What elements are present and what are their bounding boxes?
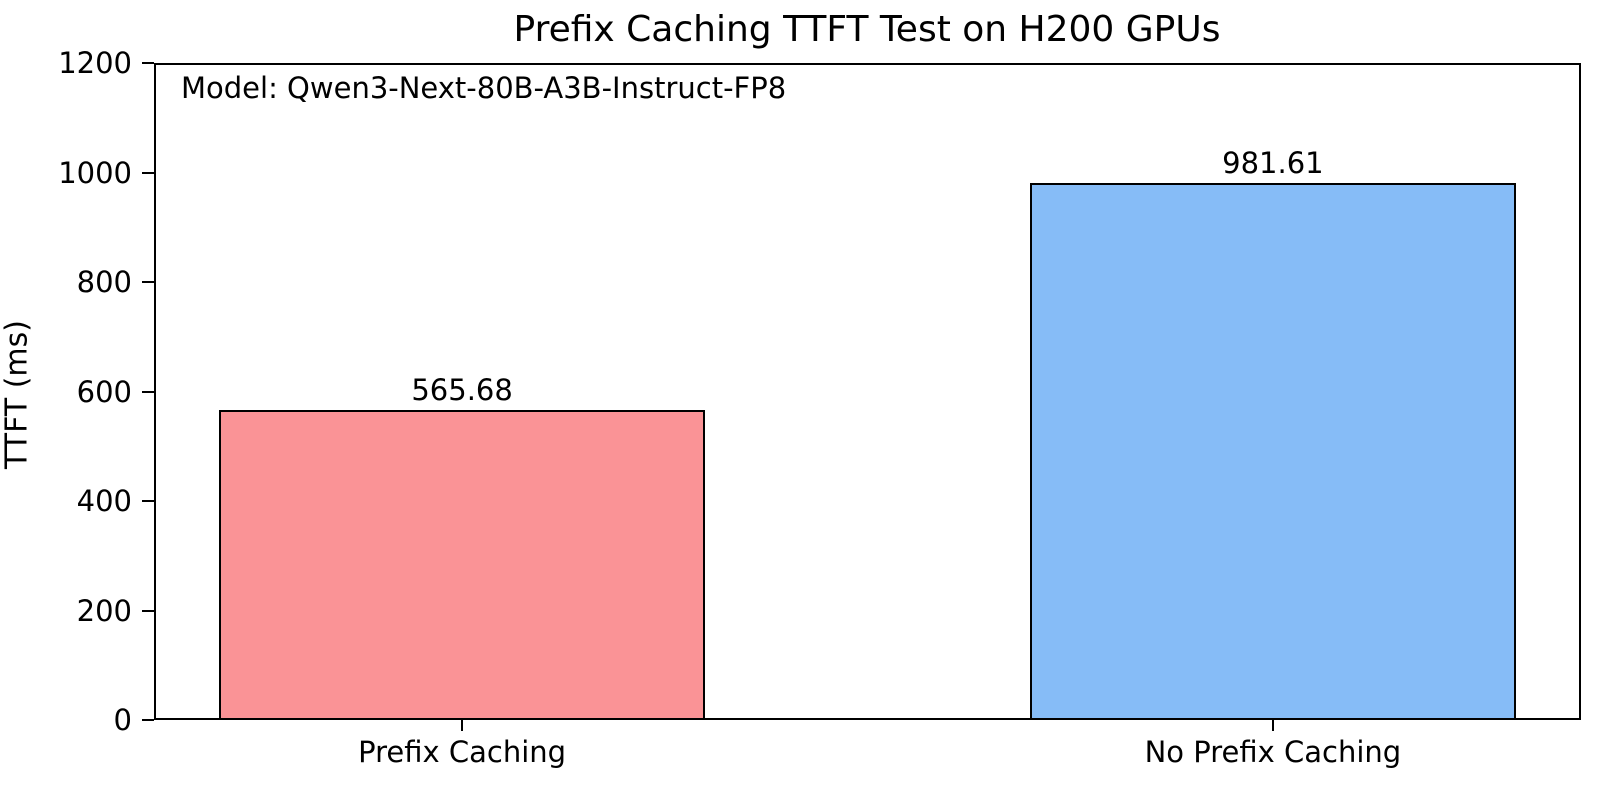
y-axis-tick (142, 500, 154, 502)
y-tick-label: 400 (76, 484, 132, 518)
chart-title: Prefix Caching TTFT Test on H200 GPUs (513, 9, 1221, 50)
y-tick-label: 800 (76, 265, 132, 299)
y-axis-tick (142, 62, 154, 64)
x-axis-tick (1271, 720, 1274, 731)
y-axis-tick (142, 281, 154, 283)
x-axis-tick (461, 720, 464, 731)
y-axis-tick (142, 609, 154, 612)
bar (218, 410, 706, 720)
x-tick-label: No Prefix Caching (1144, 735, 1402, 769)
y-axis-tick (142, 390, 154, 393)
bar (1029, 182, 1517, 720)
y-tick-label: 1200 (58, 46, 132, 80)
y-tick-label: 0 (113, 703, 132, 737)
y-tick-label: 600 (76, 374, 132, 409)
y-tick-label: 1000 (58, 155, 132, 190)
y-axis-tick (142, 171, 154, 174)
y-tick-label: 200 (76, 593, 132, 628)
bar-value-label: 981.61 (1222, 145, 1324, 180)
model-annotation: Model: Qwen3-Next-80B-A3B-Instruct-FP8 (181, 71, 787, 105)
x-tick-label: Prefix Caching (358, 735, 567, 769)
y-axis-tick (142, 719, 154, 721)
bar-value-label: 565.68 (411, 373, 513, 408)
